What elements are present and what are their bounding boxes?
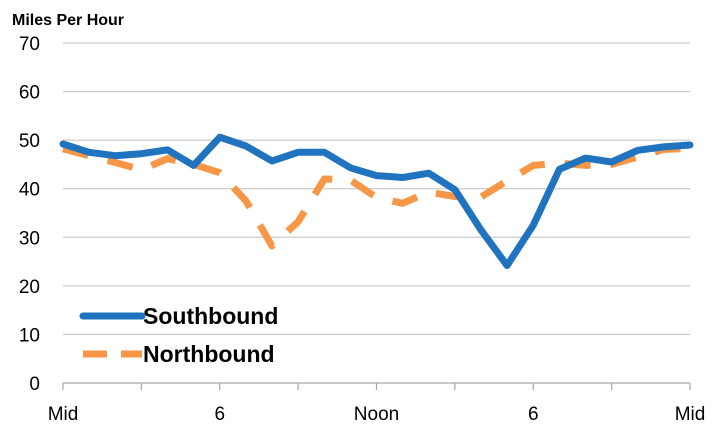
y-tick-label: 30: [19, 228, 40, 249]
x-tick-label: Mid: [675, 404, 706, 425]
y-axis-label: Miles Per Hour: [12, 12, 124, 29]
x-tick-label: 6: [528, 404, 539, 425]
x-tick-labels: Mid 6 Noon 6 Mid: [48, 404, 706, 425]
y-tick-label: 40: [19, 180, 40, 201]
y-tick-label: 60: [19, 83, 40, 104]
legend-label-northbound: Northbound: [143, 341, 275, 367]
gridlines: [63, 42, 690, 335]
y-tick-label: 50: [19, 131, 40, 152]
x-tick-label: Noon: [354, 404, 399, 425]
y-axis: 0 10 20 30 40 50 60 70: [19, 34, 40, 395]
y-tick-label: 10: [19, 325, 40, 346]
series-line-southbound: [59, 133, 694, 269]
y-tick-label: 70: [19, 34, 40, 55]
y-tick-label: 20: [19, 277, 40, 298]
legend-label-southbound: Southbound: [143, 303, 278, 329]
y-tick-label: 0: [29, 374, 40, 395]
x-tick-label: Mid: [48, 404, 79, 425]
x-axis: [62, 382, 691, 390]
x-tick-label: 6: [214, 404, 225, 425]
legend: Southbound Northbound: [79, 303, 278, 367]
series-layer: [59, 133, 694, 269]
series-line-northbound: [62, 144, 691, 250]
